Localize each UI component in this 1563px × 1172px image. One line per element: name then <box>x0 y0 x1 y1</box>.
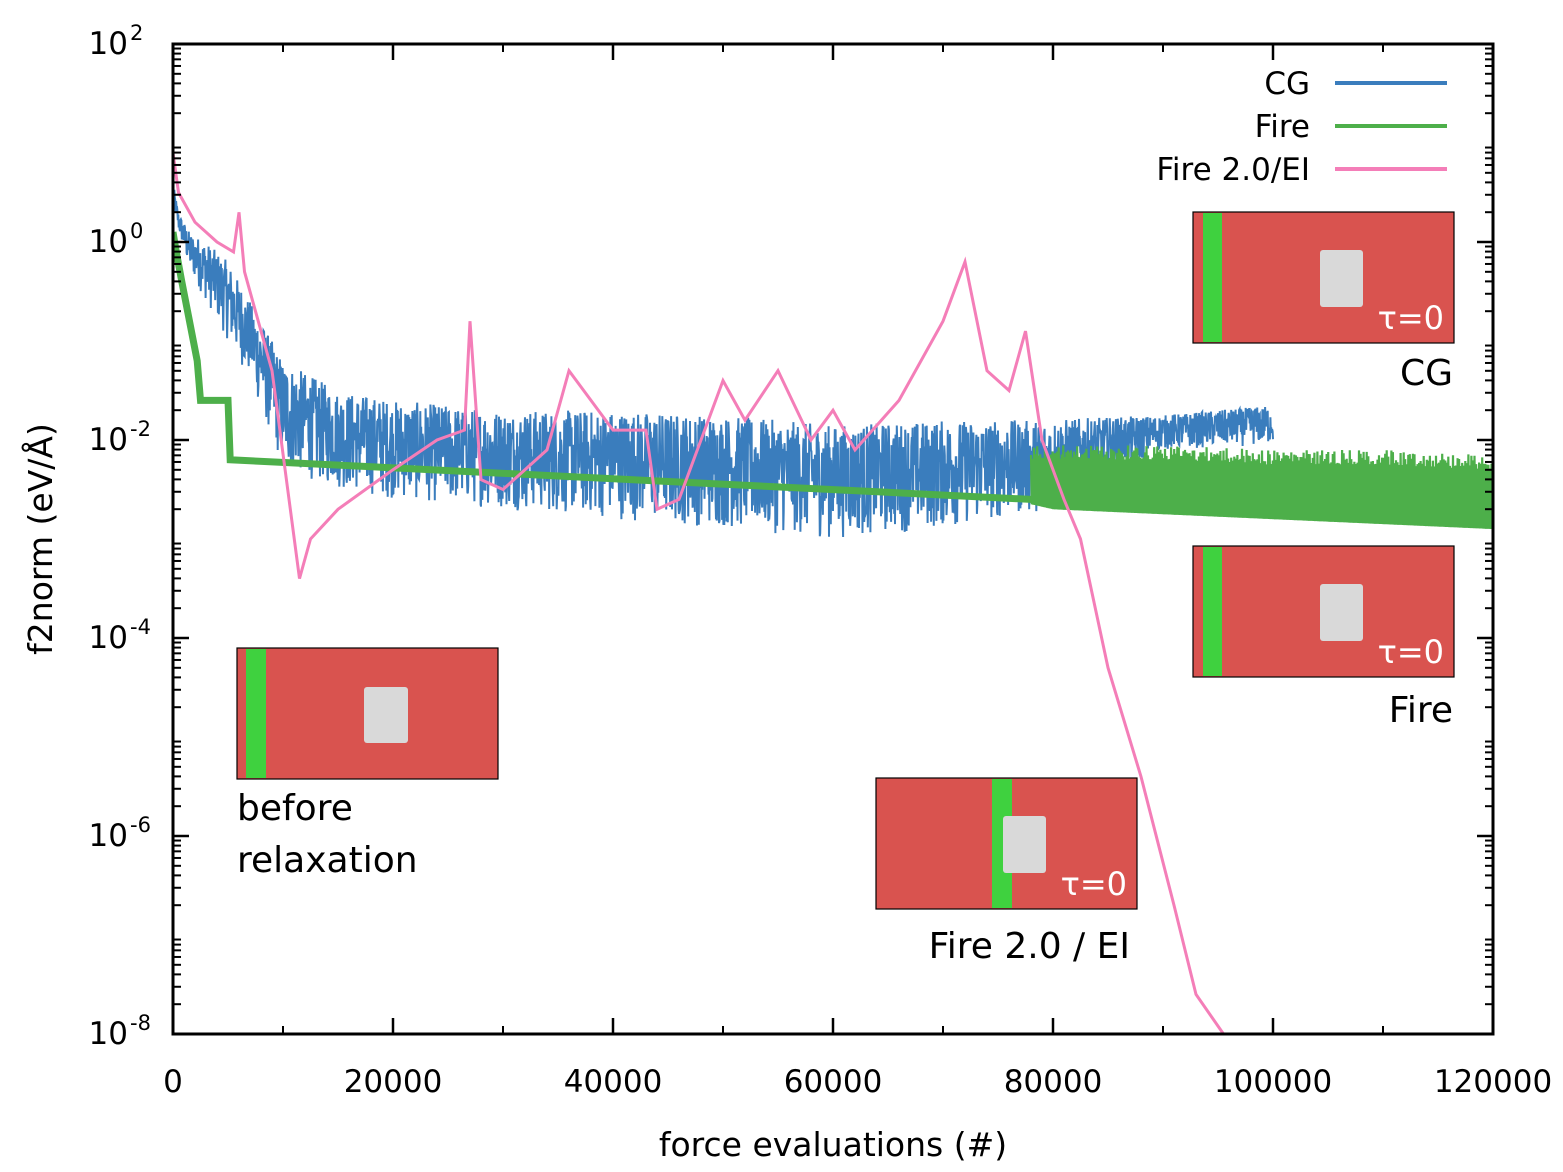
legend-label: Fire <box>1255 109 1310 145</box>
y-tick-label: 10 <box>89 224 128 260</box>
inset-grain-band <box>992 779 1012 908</box>
inset-caption: Fire <box>1389 690 1453 731</box>
inset-particle <box>1320 250 1363 307</box>
x-tick-label: 80000 <box>1004 1064 1103 1100</box>
y-tick-exponent: -2 <box>130 417 151 441</box>
inset-caption: relaxation <box>237 840 418 881</box>
y-tick-label: 10 <box>89 26 128 62</box>
y-tick-exponent: 2 <box>130 21 143 45</box>
series-fire2-line <box>173 152 1225 1034</box>
inset-tau-label: τ=0 <box>1378 299 1444 337</box>
legend-label: CG <box>1264 66 1310 102</box>
y-tick-exponent: -4 <box>130 615 151 639</box>
x-tick-label: 100000 <box>1214 1064 1332 1100</box>
inset-grain-band <box>246 649 266 778</box>
legend-label: Fire 2.0/EI <box>1156 152 1310 188</box>
inset-particle <box>364 687 408 743</box>
inset-caption: Fire 2.0 / EI <box>929 926 1130 967</box>
inset-caption: CG <box>1400 353 1453 394</box>
y-tick-label: 10 <box>89 620 128 656</box>
legend: CG Fire Fire 2.0/EI <box>1156 66 1447 188</box>
inset-tau-label: τ=0 <box>1061 865 1127 903</box>
y-tick-label: 10 <box>89 818 128 854</box>
x-tick-label: 20000 <box>344 1064 443 1100</box>
y-axis-label: f2norm (eV/Å) <box>20 423 60 655</box>
x-tick-label: 120000 <box>1434 1064 1552 1100</box>
inset-caption: before <box>237 788 353 829</box>
series-layer <box>173 152 1493 1034</box>
y-tick-exponent: 0 <box>130 219 143 243</box>
y-tick-exponent: -8 <box>130 1011 151 1035</box>
inset-particle <box>1320 584 1363 641</box>
inset-particle <box>1003 816 1046 873</box>
series-fire-oscillation <box>1029 445 1493 530</box>
x-tick-label: 0 <box>163 1064 183 1100</box>
x-axis-label: force evaluations (#) <box>659 1125 1007 1164</box>
x-tick-label: 60000 <box>784 1064 883 1100</box>
y-tick-exponent: -6 <box>130 813 151 837</box>
y-tick-label: 10 <box>89 1016 128 1052</box>
inset-grain-band <box>1203 213 1222 342</box>
x-tick-label: 40000 <box>564 1064 663 1100</box>
y-tick-label: 10 <box>89 422 128 458</box>
inset-tau-label: τ=0 <box>1378 633 1444 671</box>
plot-frame <box>171 42 1495 1036</box>
insets: before relaxation τ=0 CG τ=0 Fire τ=0 Fire 2.0 … <box>236 211 1455 967</box>
inset-grain-band <box>1203 547 1222 676</box>
